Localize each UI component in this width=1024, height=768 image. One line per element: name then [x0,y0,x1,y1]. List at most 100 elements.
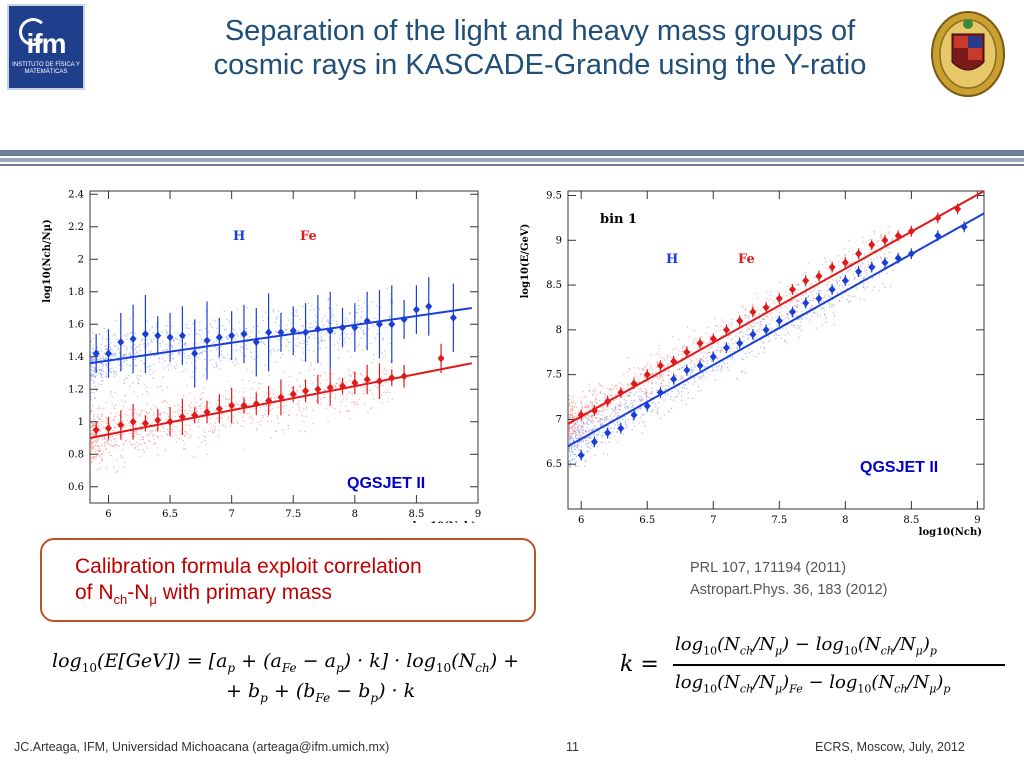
h-cloud-dot [93,357,95,359]
fe-cloud-dot [610,414,612,416]
fe-cloud-dot [602,419,604,421]
h-cloud-dot [195,349,197,351]
fe-cloud-dot [94,444,96,447]
fe-cloud-dot [888,251,890,254]
fe-cloud-dot [623,373,625,376]
h-cloud-dot [90,370,91,372]
h-cloud-dot [731,343,734,345]
h-cloud-dot [817,290,820,292]
h-cloud-dot [705,371,708,373]
fe-cloud-dot [738,312,740,314]
x-tick-label: 6 [578,515,584,526]
h-cloud-dot [712,369,714,372]
fe-cloud-dot [610,394,613,396]
h-cloud-dot [326,326,328,329]
fe-cloud-dot [149,440,151,442]
h-cloud-dot [165,329,167,331]
fe-cloud-dot [743,314,746,317]
fe-cloud-dot [611,384,613,387]
h-cloud-dot [162,357,164,360]
h-cloud-dot [583,465,586,467]
fe-data-point [314,385,322,394]
fe-cloud-dot [837,255,840,257]
fe-cloud-dot [260,383,262,385]
fe-cloud-dot [585,415,587,417]
h-cloud-dot [303,360,305,362]
fe-cloud-dot [621,384,624,386]
fe-cloud-dot [101,453,103,455]
h-cloud-dot [651,391,654,393]
fe-cloud-dot [647,381,650,383]
fe-cloud-dot [121,399,123,401]
fe-cloud-dot [596,417,598,420]
h-cloud-dot [152,377,154,379]
h-cloud-dot [165,343,167,345]
h-cloud-dot [602,442,604,444]
fe-cloud-dot [210,427,213,429]
fe-cloud-dot [691,363,693,365]
h-cloud-dot [121,365,123,367]
fe-cloud-dot [797,284,799,286]
fe-cloud-dot [595,412,598,414]
fe-cloud-dot [382,384,384,387]
fe-cloud-dot [594,390,597,393]
h-cloud-dot [864,269,866,272]
fe-cloud-dot [704,351,706,353]
fe-cloud-dot [595,398,597,400]
fe-cloud-dot [848,279,850,281]
fe-cloud-dot [184,434,187,436]
fe-cloud-dot [268,374,270,376]
fe-cloud-dot [777,291,779,293]
h-cloud-dot [727,369,729,371]
fe-cloud-dot [568,411,569,414]
h-cloud-dot [90,365,92,367]
h-cloud-dot [109,341,112,344]
h-cloud-dot [250,351,252,353]
fe-cloud-dot [197,418,200,420]
h-cloud-dot [574,432,576,434]
fe-cloud-dot [241,396,244,398]
h-cloud-dot [285,345,288,347]
plot-frame [89,190,479,504]
fe-cloud-dot [123,426,125,428]
fe-cloud-dot [586,406,588,408]
fe-cloud-dot [826,284,828,286]
fe-cloud-dot [225,396,227,399]
fe-cloud-dot [655,372,657,374]
h-data-point [166,333,174,342]
h-data-point [375,320,383,329]
fe-cloud-dot [568,402,569,405]
h-cloud-dot [362,331,364,333]
fe-cloud-dot [693,329,696,332]
fe-cloud-dot [604,421,606,423]
h-cloud-dot [109,357,112,360]
h-cloud-dot [275,330,277,332]
h-cloud-dot [668,381,671,384]
h-cloud-dot [90,379,92,381]
h-cloud-dot [94,367,96,369]
h-cloud-dot [143,383,145,385]
h-cloud-dot [657,402,660,404]
fe-cloud-dot [134,426,136,429]
h-cloud-dot [672,399,675,402]
h-data-point [643,401,651,410]
fe-cloud-dot [729,330,731,332]
fe-cloud-dot [139,415,141,417]
fe-cloud-dot [155,435,157,437]
h-cloud-dot [697,386,700,388]
fe-cloud-dot [94,434,96,436]
fe-cloud-dot [209,417,211,419]
fe-cloud-dot [824,277,826,279]
fe-cloud-dot [781,315,783,317]
h-cloud-dot [158,358,160,360]
fe-cloud-dot [189,407,191,409]
fe-cloud-dot [326,378,328,381]
h-cloud-dot [186,362,188,364]
h-cloud-dot [185,368,187,371]
h-data-point [868,263,876,272]
fe-cloud-dot [583,423,585,425]
h-cloud-dot [574,464,577,467]
h-cloud-dot [571,437,574,439]
fe-cloud-dot [851,258,853,260]
fe-cloud-dot [602,405,604,407]
